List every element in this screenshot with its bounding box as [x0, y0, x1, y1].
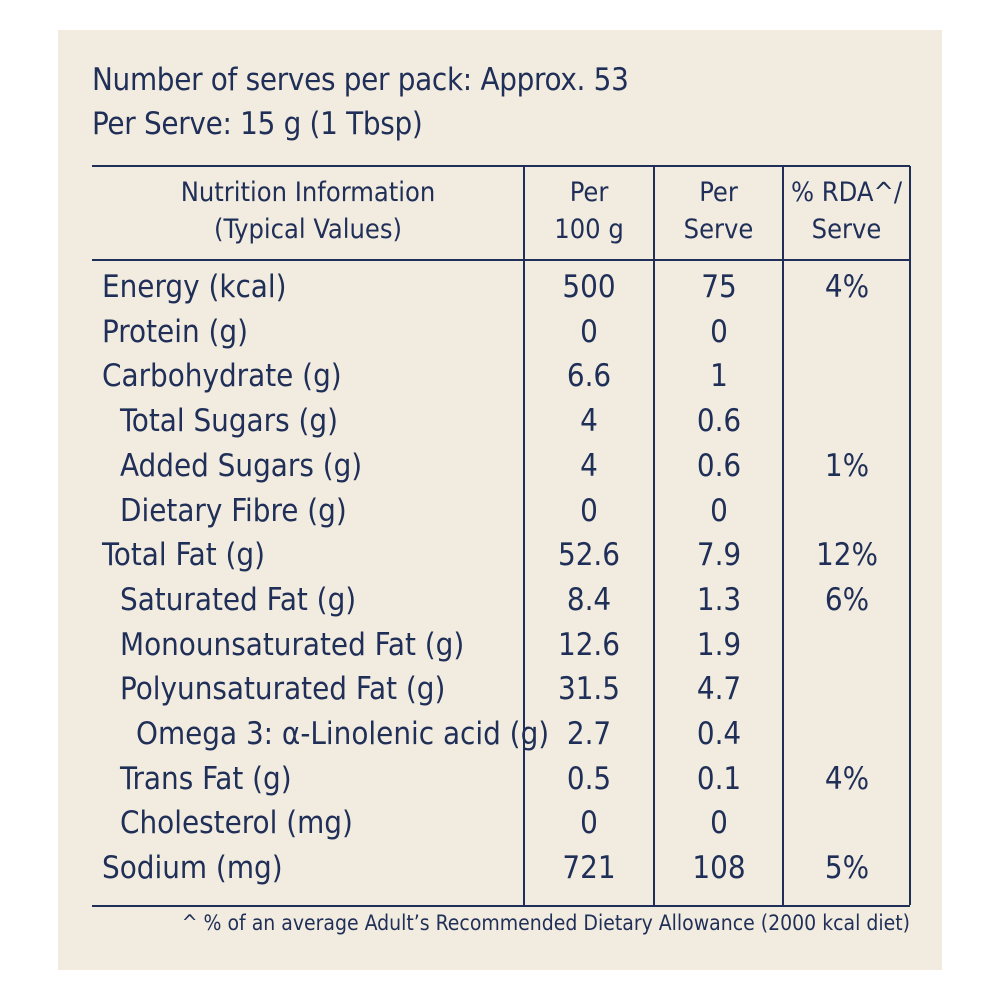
- value-per-100g: 2.7: [566, 716, 612, 752]
- value-per-serve: 75: [701, 269, 737, 305]
- table-row: Total Fat (g) 52.6 7.9 12%: [92, 533, 910, 577]
- header-per-serve: Per Serve: [654, 174, 783, 248]
- value-per-100g: 0.5: [566, 760, 612, 797]
- value-per-serve: 7.9: [696, 537, 742, 574]
- value-per-serve: 0: [710, 805, 728, 842]
- table-row: Sodium (mg) 721 108 5%: [92, 846, 910, 890]
- table-row: Added Sugars (g) 4 0.6 1%: [92, 444, 910, 488]
- header-rule: [92, 259, 910, 261]
- table-row: Trans Fat (g) 0.5 0.1 4%: [92, 757, 910, 801]
- table-row: Carbohydrate (g) 6.6 1: [92, 354, 910, 398]
- column-divider: [523, 166, 525, 905]
- per-serve-size: Per Serve: 15 g (1 Tbsp): [92, 106, 423, 142]
- value-per-100g: 721: [562, 850, 616, 887]
- header-nutrition-info: Nutrition Information (Typical Values): [92, 174, 524, 248]
- value-per-serve: 0: [710, 492, 728, 529]
- value-rda: 1%: [824, 447, 870, 484]
- header-text: Nutrition Information: [180, 177, 436, 208]
- value-per-serve: 0.6: [696, 447, 742, 484]
- table-row: Omega 3: α-Linolenic acid (g) 2.7 0.4: [92, 712, 910, 756]
- value-per-serve: 0.1: [696, 760, 742, 797]
- nutrient-label: Carbohydrate (g): [102, 358, 342, 395]
- table-row: Dietary Fibre (g) 0 0: [92, 489, 910, 533]
- table-right-edge: [909, 166, 911, 905]
- value-per-serve: 1.3: [696, 581, 742, 618]
- value-per-100g: 6.6: [566, 358, 612, 395]
- value-per-100g: 12.6: [557, 626, 621, 663]
- value-per-100g: 500: [562, 269, 616, 305]
- table-bottom-rule: [92, 905, 910, 907]
- footnote: ^ % of an average Adult’s Recommended Di…: [181, 911, 910, 935]
- nutrient-label: Saturated Fat (g): [120, 581, 357, 618]
- value-per-serve: 108: [692, 850, 746, 887]
- header-text: Per: [699, 177, 738, 208]
- value-per-serve: 0.4: [696, 716, 742, 752]
- header-text: (Typical Values): [214, 214, 402, 245]
- table-row: Polyunsaturated Fat (g) 31.5 4.7: [92, 667, 910, 711]
- table-row: Total Sugars (g) 4 0.6: [92, 399, 910, 443]
- table-row: Saturated Fat (g) 8.4 1.3 6%: [92, 578, 910, 622]
- column-divider: [653, 166, 655, 905]
- table-top-rule: [92, 165, 910, 167]
- table-row: Monounsaturated Fat (g) 12.6 1.9: [92, 623, 910, 667]
- value-rda: 6%: [824, 581, 870, 618]
- nutrient-label: Polyunsaturated Fat (g): [120, 671, 446, 708]
- value-rda: 4%: [824, 269, 870, 305]
- value-per-100g: 31.5: [557, 671, 621, 708]
- value-per-100g: 0: [580, 492, 598, 529]
- nutrient-label: Sodium (mg): [102, 850, 283, 887]
- nutrient-label: Added Sugars (g): [120, 447, 363, 484]
- nutrient-label: Energy (kcal): [102, 269, 287, 305]
- label-panel: [58, 30, 942, 970]
- table-row: Energy (kcal) 500 75 4%: [92, 265, 910, 309]
- header-text: Per: [569, 177, 609, 208]
- nutrient-label: Total Sugars (g): [120, 403, 338, 440]
- nutrient-label: Cholesterol (mg): [120, 805, 353, 842]
- header-text: % RDA^/: [790, 177, 903, 208]
- header-rda: % RDA^/ Serve: [783, 174, 910, 248]
- nutrient-label: Total Fat (g): [102, 537, 265, 574]
- value-per-100g: 4: [580, 403, 598, 440]
- table-row: Cholesterol (mg) 0 0: [92, 801, 910, 845]
- header-text: 100 g: [554, 214, 624, 245]
- value-per-100g: 4: [580, 447, 598, 484]
- column-divider: [782, 166, 784, 905]
- nutrient-label: Monounsaturated Fat (g): [120, 626, 465, 663]
- value-per-100g: 0: [580, 313, 598, 350]
- nutrient-label: Protein (g): [102, 313, 248, 350]
- value-per-100g: 8.4: [566, 581, 612, 618]
- serves-per-pack: Number of serves per pack: Approx. 53: [92, 62, 629, 98]
- value-per-100g: 0: [580, 805, 598, 842]
- header-per-100g: Per 100 g: [524, 174, 654, 248]
- value-per-serve: 1.9: [696, 626, 742, 663]
- value-per-serve: 4.7: [696, 671, 742, 708]
- value-rda: 4%: [824, 760, 870, 797]
- header-text: Serve: [811, 214, 882, 245]
- value-per-serve: 1: [710, 358, 728, 395]
- header-text: Serve: [683, 214, 754, 245]
- nutrient-label: Omega 3: α-Linolenic acid (g): [136, 716, 550, 752]
- value-per-serve: 0: [710, 313, 728, 350]
- value-rda: 5%: [824, 850, 870, 887]
- table-row: Protein (g) 0 0: [92, 310, 910, 354]
- value-per-serve: 0.6: [696, 403, 742, 440]
- nutrient-label: Trans Fat (g): [120, 760, 292, 797]
- serving-info: Number of serves per pack: Approx. 53 Pe…: [92, 58, 629, 146]
- value-per-100g: 52.6: [557, 537, 621, 574]
- nutrient-label: Dietary Fibre (g): [120, 492, 347, 529]
- value-rda: 12%: [816, 537, 878, 574]
